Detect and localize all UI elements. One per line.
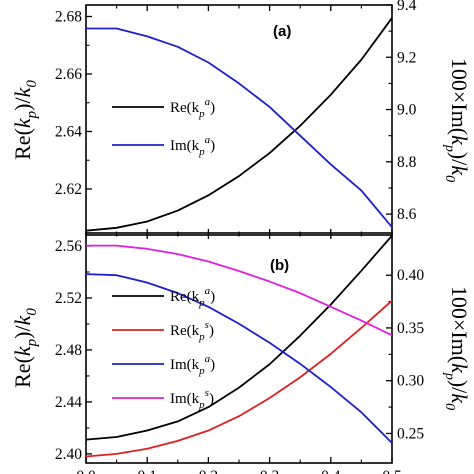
- y-tick-label-right: 0.40: [397, 267, 424, 284]
- legend-label: Im(kpa): [170, 134, 215, 158]
- y-axis-label-left: Re(kp)/k0: [10, 80, 40, 160]
- x-tick-label: 0.2: [199, 468, 218, 474]
- legend-label: Im(kps): [170, 387, 214, 411]
- panel-b: 0.0 0.1 0.2 0.3 0.4 0.5 2.40 2.44 2.48 2.52 2.56 0.…: [10, 232, 472, 474]
- y-tick-label-right: 0.30: [397, 373, 424, 390]
- legend-label: Re(kpa): [170, 96, 215, 120]
- x-tick-label: 0.0: [76, 468, 96, 474]
- series-line: [85, 299, 393, 458]
- y-axis-label-right: 100×Im(kp)/k0: [442, 286, 472, 410]
- series-line: [85, 273, 393, 444]
- y-axis-label-right: 100×Im(kp)/k0: [442, 58, 472, 182]
- legend-label: Im(kpa): [170, 353, 215, 377]
- y-tick-label-right: 9.2: [397, 49, 416, 66]
- x-tick-label: 0.1: [138, 468, 157, 474]
- plot-frame: [85, 4, 393, 236]
- series-line: [86, 27, 393, 228]
- y-tick-label-left: 2.48: [55, 342, 82, 359]
- panel-tag: (a): [273, 23, 291, 40]
- y-tick-label-left: 2.56: [55, 238, 82, 255]
- plot-frame: [85, 232, 393, 464]
- y-tick-label-left: 2.66: [55, 66, 82, 83]
- y-tick-label-right: 9.4: [397, 0, 417, 14]
- y-tick-label-left: 2.40: [55, 446, 82, 463]
- panel-tag: (b): [270, 257, 289, 274]
- y-tick-label-left: 2.64: [55, 124, 82, 141]
- x-tick-label: 0.5: [382, 468, 402, 474]
- x-tick-label: 0.4: [321, 468, 341, 474]
- panel-a: 2.62 2.64 2.66 2.68 8.6 8.8 9.0 9.2 9.4 Re(kpa) Im…: [10, 0, 472, 236]
- series-line: [85, 235, 393, 441]
- y-tick-label-right: 0.25: [397, 425, 424, 442]
- y-tick-label-right: 0.35: [397, 320, 424, 337]
- y-tick-label-right: 8.8: [397, 154, 417, 171]
- x-axis-label: κ: [234, 465, 245, 474]
- y-tick-label-right: 9.0: [397, 102, 417, 119]
- y-axis-label-left: Re(kp)/k0: [10, 308, 40, 388]
- legend-label: Re(kps): [170, 319, 214, 343]
- legend-label: Re(kpa): [170, 285, 215, 309]
- y-tick-label-right: 8.6: [397, 206, 417, 223]
- y-tick-label-left: 2.44: [55, 394, 82, 411]
- y-tick-label-left: 2.62: [55, 181, 82, 198]
- y-tick-label-left: 2.52: [55, 290, 82, 307]
- series-line: [85, 17, 393, 232]
- series-line: [86, 244, 393, 337]
- y-tick-label-left: 2.68: [55, 9, 82, 26]
- x-tick-label: 0.3: [260, 468, 280, 474]
